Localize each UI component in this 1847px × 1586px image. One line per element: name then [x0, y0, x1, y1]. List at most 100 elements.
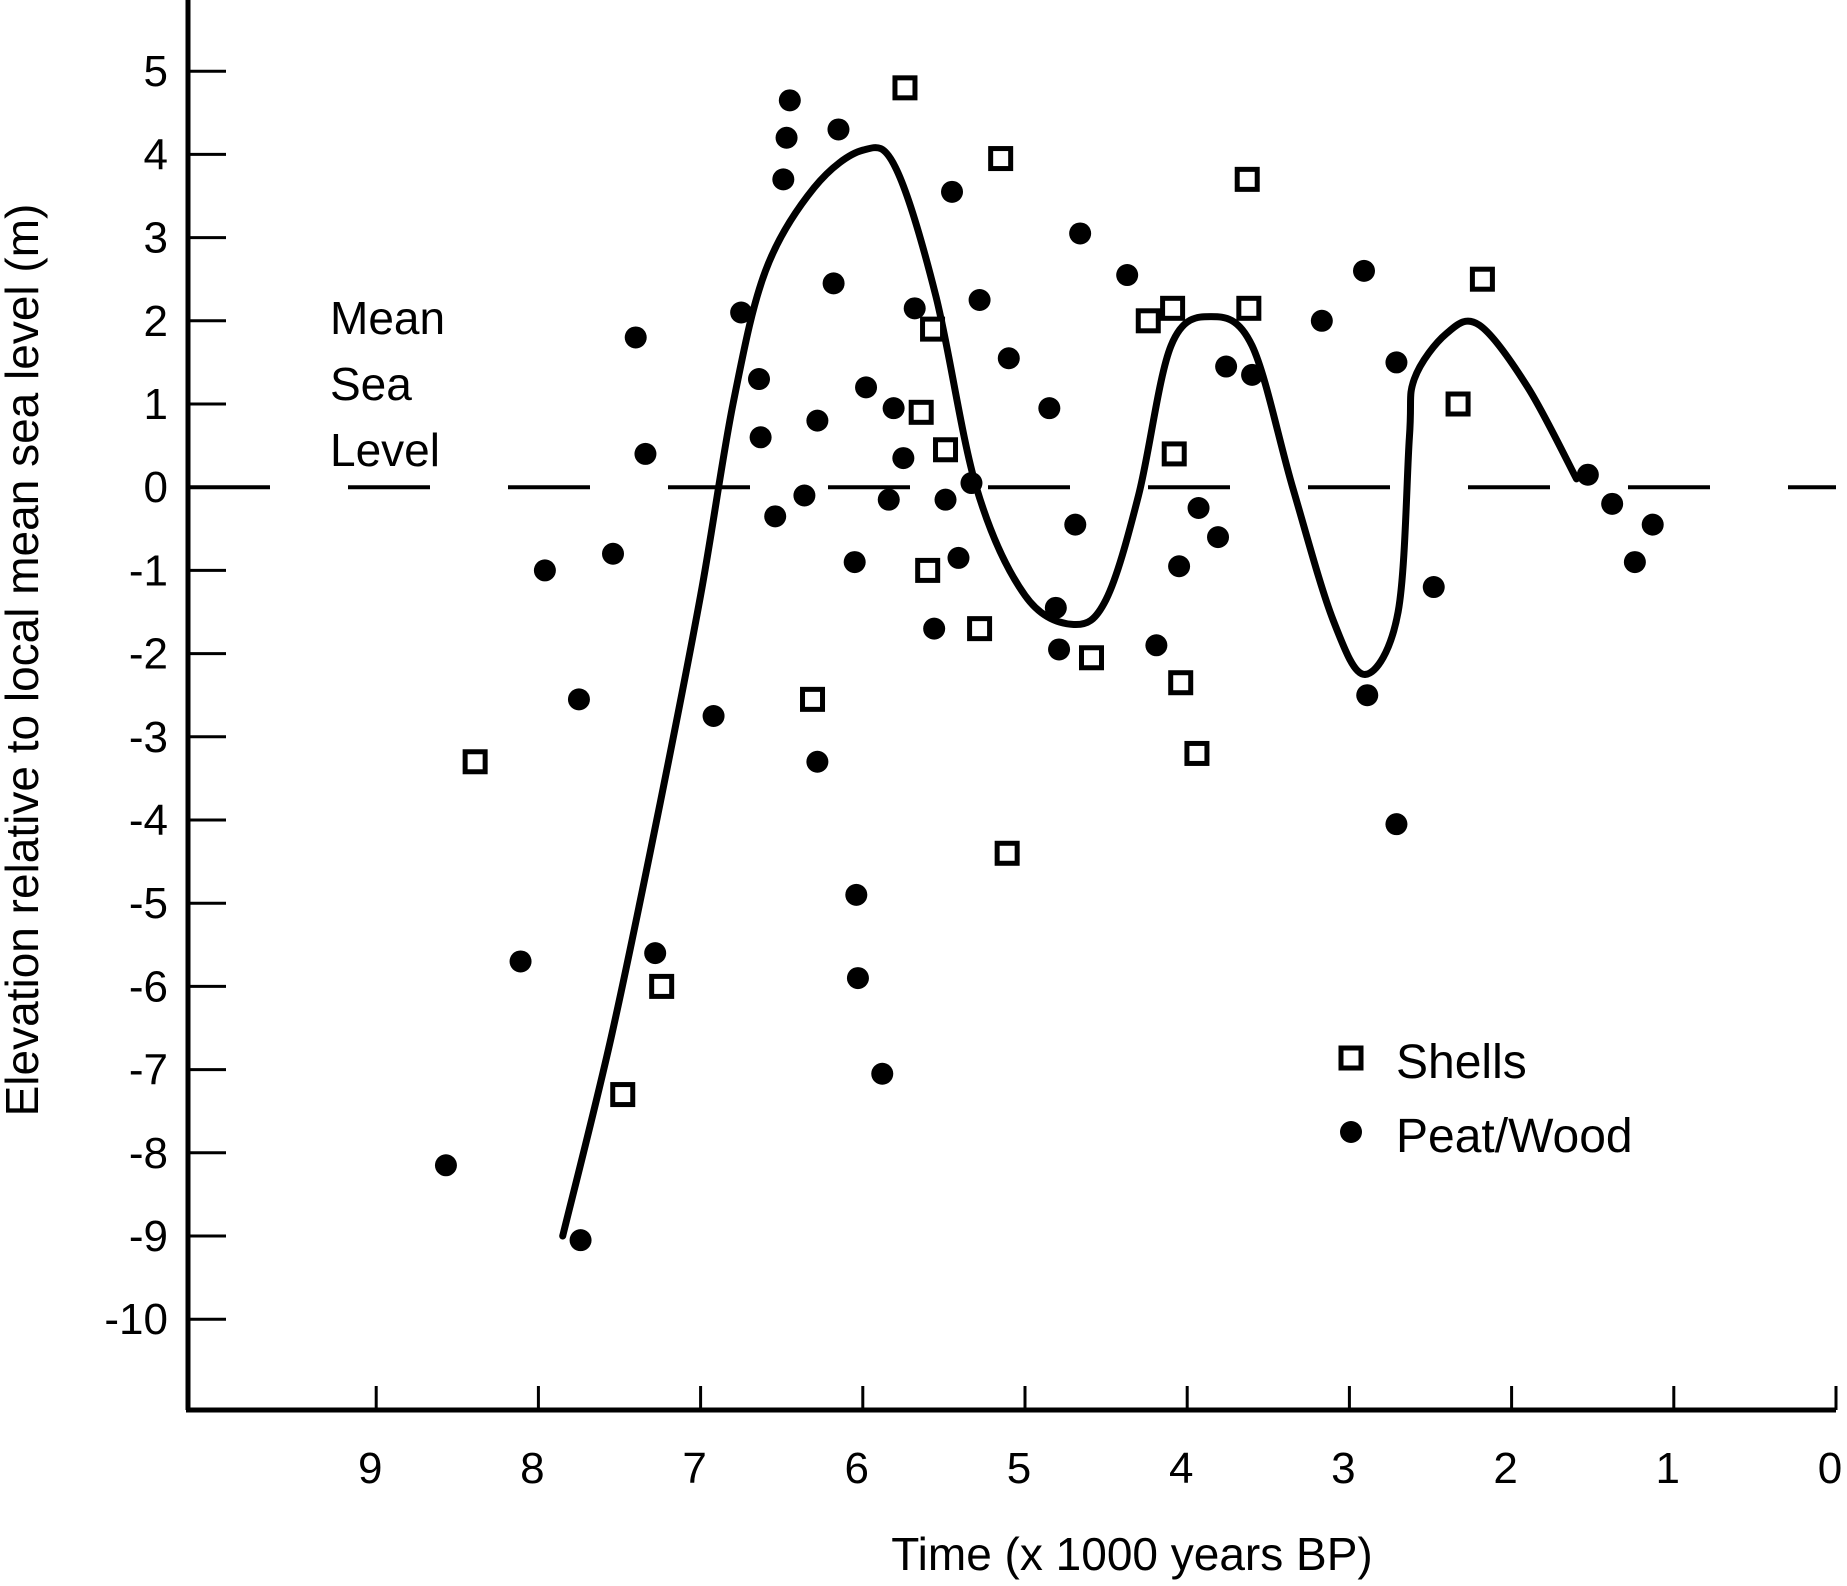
- y-tick-label: 0: [144, 463, 168, 512]
- data-points: [434, 75, 1664, 1252]
- peat-wood-point: [1641, 513, 1664, 536]
- x-tick-label: 6: [845, 1444, 869, 1493]
- shell-point: [1160, 295, 1186, 321]
- shell-point: [994, 840, 1020, 866]
- x-tick-label: 3: [1331, 1444, 1355, 1493]
- peat-wood-point: [871, 1062, 894, 1085]
- peat-wood-point: [775, 126, 798, 149]
- peat-wood-point: [1207, 526, 1230, 549]
- x-tick-label: 5: [1007, 1444, 1031, 1493]
- shell-point: [1445, 391, 1471, 417]
- shell-point: [1161, 441, 1187, 467]
- peat-wood-point: [634, 442, 657, 465]
- peat-wood-point: [1241, 363, 1264, 386]
- peat-wood-point: [806, 750, 829, 773]
- y-tick-label: 3: [144, 214, 168, 263]
- peat-wood-point: [1310, 309, 1333, 332]
- peat-wood-point: [968, 289, 991, 311]
- y-tick-label: -5: [129, 879, 168, 928]
- annotation-line-3: Level: [330, 424, 440, 476]
- peat-wood-point: [997, 347, 1020, 370]
- ticks: 9 8 7 6 5 4 3 2 1 0 5 4 3 2 1 0 -1 -2 -3 -4 -5 -6 -7 -8 -9 -10: [104, 47, 1842, 1493]
- shell-point: [1469, 266, 1495, 292]
- peat-wood-point: [947, 546, 970, 569]
- legend-shells-marker: [1338, 1045, 1364, 1071]
- peat-wood-point: [747, 368, 770, 391]
- peat-wood-point: [882, 397, 905, 420]
- peat-wood-point: [806, 409, 829, 432]
- peat-wood-point: [855, 376, 878, 399]
- peat-wood-point: [1187, 497, 1210, 519]
- y-tick-label: -7: [129, 1046, 168, 1095]
- axes: [185, 0, 1836, 1413]
- legend-shells-label: Shells: [1396, 1036, 1527, 1089]
- y-tick-label: -9: [129, 1212, 168, 1261]
- mean-sea-level-annotation: Mean Sea Level: [330, 292, 445, 476]
- peat-wood-point: [1601, 492, 1624, 515]
- x-tick-label: 0: [1818, 1444, 1842, 1493]
- shell-point: [800, 686, 826, 712]
- peat-wood-point: [624, 326, 647, 349]
- x-tick-label: 8: [520, 1444, 544, 1493]
- y-tick-label: -3: [129, 713, 168, 762]
- shell-point: [988, 146, 1014, 172]
- y-tick-label: -1: [129, 546, 168, 595]
- peat-wood-point: [602, 542, 625, 565]
- peat-wood-point: [434, 1154, 457, 1177]
- peat-wood-point: [1623, 551, 1646, 574]
- peat-wood-point: [843, 551, 866, 574]
- peat-wood-point: [941, 180, 964, 203]
- peat-wood-point: [1044, 596, 1067, 619]
- shell-point: [933, 437, 959, 463]
- peat-wood-point: [923, 617, 946, 640]
- peat-wood-point: [1352, 259, 1375, 282]
- x-tick-label: 1: [1656, 1444, 1680, 1493]
- peat-wood-point: [764, 505, 787, 528]
- peat-wood-point: [567, 688, 590, 711]
- shell-point: [915, 557, 941, 583]
- y-tick-label: 4: [144, 130, 168, 179]
- peat-wood-point: [1385, 813, 1408, 836]
- peat-wood-point: [1168, 555, 1191, 578]
- shell-point: [1168, 670, 1194, 696]
- y-tick-label: -10: [104, 1295, 168, 1344]
- peat-wood-point: [509, 950, 532, 973]
- legend-peat-wood-marker: [1340, 1121, 1362, 1143]
- peat-wood-point: [1145, 634, 1168, 657]
- peat-wood-point: [1422, 576, 1445, 599]
- shell-point: [967, 616, 993, 642]
- peat-wood-point: [903, 297, 926, 320]
- shell-point: [1135, 308, 1161, 334]
- y-tick-label: -2: [129, 630, 168, 679]
- legend: Shells Peat/Wood: [1338, 1036, 1633, 1163]
- peat-wood-point: [778, 89, 801, 112]
- peat-wood-point: [1064, 513, 1087, 536]
- y-tick-label: 2: [144, 297, 168, 346]
- x-tick-label: 2: [1493, 1444, 1517, 1493]
- peat-wood-point: [1048, 638, 1071, 661]
- shell-point: [649, 973, 675, 999]
- x-tick-label: 7: [682, 1444, 706, 1493]
- y-tick-label: -8: [129, 1129, 168, 1178]
- peat-wood-point: [877, 488, 900, 511]
- shell-point: [610, 1082, 636, 1108]
- peat-wood-point: [1069, 222, 1092, 245]
- y-axis-title: Elevation relative to local mean sea lev…: [0, 204, 48, 1117]
- shell-point: [1234, 166, 1260, 192]
- shell-point: [908, 399, 934, 425]
- peat-wood-point: [1356, 684, 1379, 707]
- peat-wood-point: [1038, 397, 1061, 420]
- x-tick-label: 9: [358, 1444, 382, 1493]
- peat-wood-point: [892, 447, 915, 470]
- annotation-line-2: Sea: [330, 358, 412, 410]
- peat-wood-point: [827, 118, 850, 141]
- peat-wood-point: [1116, 264, 1139, 287]
- peat-wood-point: [533, 559, 556, 582]
- shell-point: [892, 75, 918, 101]
- peat-wood-point: [730, 301, 753, 324]
- y-tick-label: -6: [129, 962, 168, 1011]
- y-tick-label: 1: [144, 380, 168, 429]
- peat-wood-point: [822, 272, 845, 295]
- peat-wood-point: [845, 883, 868, 906]
